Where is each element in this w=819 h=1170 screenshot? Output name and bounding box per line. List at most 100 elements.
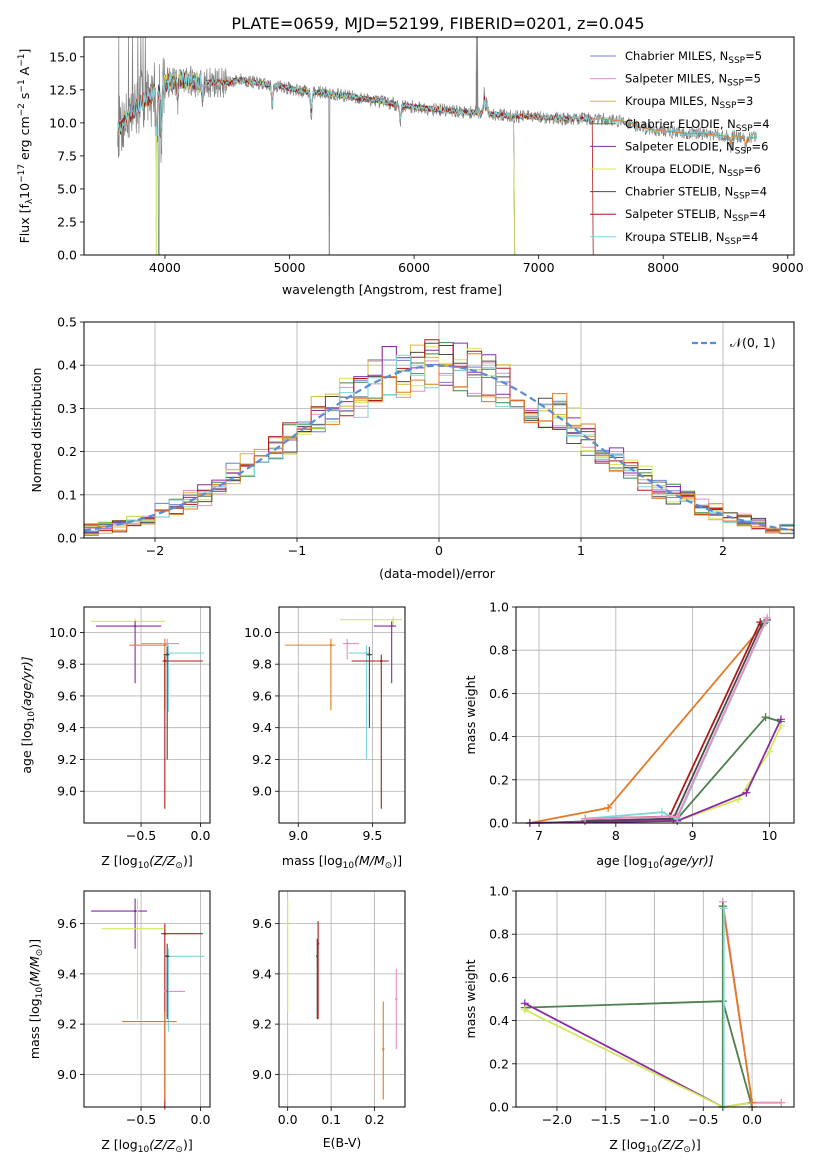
label-part: Z [log: [609, 1137, 645, 1152]
data-point: [163, 932, 167, 935]
data-point: [390, 624, 393, 628]
data-point: [345, 642, 349, 645]
y-tick-label: 10.0: [49, 115, 77, 130]
legend-label: 𝒩(0, 1): [730, 335, 776, 350]
label-part: Z [log: [101, 853, 137, 868]
spectrum-lines: [117, 37, 757, 255]
label-part: =4: [749, 207, 766, 221]
spectrum-chart: 4000 5000 6000 7000 8000 9000 0.0 2.5 5.0 7.5 10.0…: [17, 36, 804, 297]
series-line: [529, 621, 767, 824]
x-axis-label: E(B-V): [323, 1135, 362, 1150]
y-tick-label: 9.0: [252, 784, 272, 799]
x-tick-label: −0.5: [126, 828, 156, 843]
data-point: [391, 618, 395, 621]
data-point: [133, 624, 137, 628]
observed-spectrum-line: [117, 37, 757, 255]
y-tick-label: 0.6: [489, 686, 509, 701]
label-part: Kroupa ELODIE, N: [625, 162, 727, 176]
legend-label: Kroupa STELIB, NSSP=4: [625, 230, 758, 247]
label-part: Z [log: [101, 1137, 137, 1152]
y-tick-label: 0.6: [489, 970, 509, 985]
axes-frame: [515, 606, 795, 824]
series-marker: [761, 713, 770, 722]
label-part: SSP: [736, 124, 753, 134]
label-part: )]: [392, 853, 402, 868]
label-part: =6: [752, 139, 769, 153]
y-tick-label: 0.2: [489, 1056, 509, 1071]
label-part: )]: [691, 1137, 701, 1152]
x-tick-label: 7000: [523, 260, 555, 275]
label-part: )]: [183, 853, 193, 868]
label-part: =4: [753, 117, 770, 131]
label-part: =5: [744, 72, 761, 86]
x-tick-label: −1.0: [639, 1112, 669, 1127]
x-axis-label: (data-model)/error: [379, 566, 496, 581]
y-tick-label: 9.8: [252, 657, 272, 672]
model-extension-line: [591, 118, 757, 147]
label-part: 10: [35, 987, 45, 999]
age-vs-mass-chart: 9.0 9.5 9.0 9.2 9.4 9.6 9.8 10.0 mass [log10(M/M…: [244, 606, 406, 871]
x-axis-label: age [log10(age/yr)]: [596, 853, 713, 871]
y-tick-label: 0.4: [489, 1013, 509, 1028]
y-tick-label: 5.0: [57, 181, 77, 196]
legend-label: Salpeter ELODIE, NSSP=6: [625, 139, 768, 156]
y-tick-label: 9.0: [57, 1067, 77, 1082]
histogram-step-line: [84, 346, 794, 532]
data-point: [163, 1020, 167, 1023]
label-part: SSP: [720, 101, 737, 111]
series-marker: [742, 788, 751, 797]
label-part: age [log: [596, 853, 647, 868]
x-tick-label: 1: [577, 543, 585, 558]
series-marker: [673, 812, 682, 821]
x-tick-label: 9.5: [362, 828, 382, 843]
data-point: [368, 653, 371, 656]
series-line: [721, 905, 753, 1103]
y-tick-label: 9.4: [252, 966, 272, 981]
y-tick-label: 12.5: [49, 82, 77, 97]
histogram-step-line: [84, 339, 794, 533]
y-tick-label: 0.2: [57, 444, 77, 459]
label-part: 10: [17, 183, 32, 199]
label-part: (Z/Z: [657, 1137, 684, 1152]
y-tick-label: 1.0: [489, 884, 509, 899]
y-tick-label: 0.5: [57, 315, 77, 330]
x-tick-label: 8000: [647, 260, 679, 275]
data-point: [136, 927, 139, 930]
y-tick-label: 15.0: [49, 49, 77, 64]
legend-label: Chabrier STELIB, NSSP=4: [625, 185, 767, 202]
y-tick-label: 1.0: [489, 600, 509, 615]
label-part: =4: [750, 185, 767, 199]
data-point: [163, 659, 167, 663]
mass-vs-extinction-chart: 0.0 0.1 0.2 9.0 9.2 9.4 9.6 E(B-V): [252, 890, 406, 1150]
label-part: (age/yr)]: [19, 656, 34, 711]
y-axis-label: mass weight: [463, 675, 478, 754]
y-tick-label: 9.4: [57, 966, 77, 981]
series-marker: [520, 1005, 529, 1014]
label-part: 10: [343, 861, 355, 871]
x-tick-label: 8: [612, 828, 620, 843]
label-part: )]: [183, 1137, 193, 1152]
y-tick-label: 9.6: [57, 688, 77, 703]
y-tick-label: 0.0: [57, 531, 77, 546]
series-line: [529, 725, 782, 824]
model-kroupa_stelib-line: [117, 70, 757, 148]
series-line: [585, 621, 766, 820]
series-marker: [604, 803, 613, 812]
mass-vs-metallicity-chart: −0.5 0.09.09.29.49.6Z [log10(Z/Z⊙)]mass […: [27, 890, 211, 1155]
label-part: λ: [25, 198, 35, 204]
label-part: −1: [17, 79, 27, 92]
label-part: SSP: [727, 79, 744, 89]
histogram-step-line: [84, 342, 794, 534]
x-axis-label: Z [log10(Z/Z⊙)]: [101, 1137, 192, 1155]
age-vs-metallicity-chart: −0.5 0.09.09.29.49.69.810.0Z [log10(Z/Z⊙)…: [19, 606, 211, 871]
label-part: ⊙: [683, 1145, 691, 1155]
y-tick-label: 9.4: [57, 720, 77, 735]
label-part: 10: [27, 711, 37, 723]
label-part: 10: [138, 861, 150, 871]
label-part: 10: [138, 1145, 150, 1155]
x-axis-label: Z [log10(Z/Z⊙)]: [101, 853, 192, 871]
label-part: SSP: [727, 169, 744, 179]
label-part: mass [log: [27, 998, 42, 1059]
x-tick-label: 6000: [398, 260, 430, 275]
